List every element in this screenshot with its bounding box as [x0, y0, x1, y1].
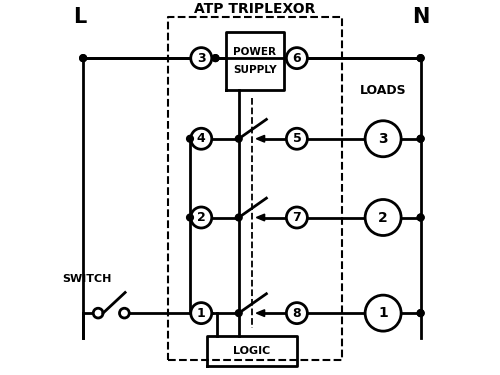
- Text: 4: 4: [197, 132, 205, 145]
- Circle shape: [365, 200, 401, 236]
- Text: 3: 3: [197, 52, 205, 64]
- Text: 2: 2: [197, 211, 205, 224]
- Circle shape: [212, 55, 219, 62]
- Text: 1: 1: [197, 307, 205, 320]
- Circle shape: [286, 128, 308, 149]
- Text: 5: 5: [292, 132, 301, 145]
- Text: LOGIC: LOGIC: [233, 346, 270, 355]
- Polygon shape: [256, 310, 264, 316]
- Text: ATP TRIPLEXOR: ATP TRIPLEXOR: [194, 2, 315, 16]
- Circle shape: [417, 135, 424, 142]
- Circle shape: [417, 310, 424, 316]
- Circle shape: [186, 214, 194, 221]
- Circle shape: [286, 207, 308, 228]
- Text: 2: 2: [378, 210, 388, 225]
- Text: 1: 1: [378, 306, 388, 320]
- Polygon shape: [256, 135, 264, 142]
- Circle shape: [191, 128, 212, 149]
- Circle shape: [286, 48, 308, 69]
- Circle shape: [236, 135, 242, 142]
- Text: SUPPLY: SUPPLY: [233, 65, 276, 75]
- Circle shape: [186, 135, 194, 142]
- Text: 8: 8: [292, 307, 301, 320]
- Circle shape: [365, 121, 401, 157]
- Text: N: N: [412, 7, 430, 27]
- Circle shape: [365, 295, 401, 331]
- Text: 6: 6: [292, 52, 301, 64]
- Text: POWER: POWER: [233, 46, 276, 57]
- Circle shape: [191, 303, 212, 324]
- Circle shape: [93, 308, 103, 318]
- Circle shape: [80, 55, 86, 62]
- Circle shape: [191, 207, 212, 228]
- Circle shape: [417, 214, 424, 221]
- Circle shape: [417, 214, 424, 221]
- Circle shape: [236, 214, 242, 221]
- Circle shape: [80, 55, 86, 62]
- Text: L: L: [73, 7, 86, 27]
- Circle shape: [417, 135, 424, 142]
- Circle shape: [417, 55, 424, 62]
- Text: 7: 7: [292, 211, 301, 224]
- Polygon shape: [256, 214, 264, 221]
- Text: 3: 3: [378, 132, 388, 146]
- Circle shape: [286, 303, 308, 324]
- Circle shape: [120, 308, 129, 318]
- Text: LOADS: LOADS: [360, 84, 406, 96]
- Text: SWITCH: SWITCH: [62, 274, 112, 284]
- Circle shape: [417, 55, 424, 62]
- Circle shape: [236, 310, 242, 316]
- Circle shape: [212, 55, 219, 62]
- Circle shape: [417, 310, 424, 316]
- Circle shape: [191, 48, 212, 69]
